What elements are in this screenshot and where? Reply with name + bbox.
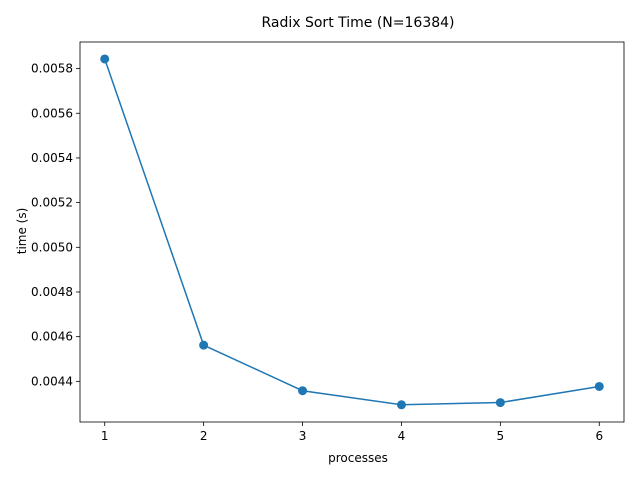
series-line-0 (104, 58, 600, 406)
y-axis-label: time (s) (15, 208, 29, 255)
data-point (298, 386, 308, 396)
x-tick-label: 3 (299, 429, 307, 443)
x-tick-label: 1 (101, 429, 109, 443)
y-tick-label: 0.0050 (31, 240, 73, 254)
data-point (100, 54, 110, 64)
data-point (495, 398, 505, 408)
y-tick-label: 0.0054 (31, 151, 73, 165)
y-tick-label: 0.0044 (31, 374, 73, 388)
chart-title: Radix Sort Time (N=16384) (261, 15, 454, 31)
data-point (594, 381, 604, 391)
plot-area: 1 2 3 4 5 6 0.0044 0.0046 0.0048 0.0050 0.0052 0.00… (31, 41, 625, 443)
y-tick-label: 0.0058 (31, 62, 73, 76)
axes-frame (79, 41, 625, 423)
x-tick-label: 6 (595, 429, 603, 443)
data-point (396, 400, 406, 410)
x-tick-label: 2 (200, 429, 208, 443)
y-tick-label: 0.0052 (31, 196, 73, 210)
x-axis-label: processes (328, 451, 388, 465)
data-point (199, 340, 209, 350)
x-tick-label: 4 (398, 429, 406, 443)
y-tick-label: 0.0046 (31, 330, 73, 344)
x-tick-label: 5 (497, 429, 505, 443)
y-tick-label: 0.0056 (31, 106, 73, 120)
y-tick-label: 0.0048 (31, 285, 73, 299)
